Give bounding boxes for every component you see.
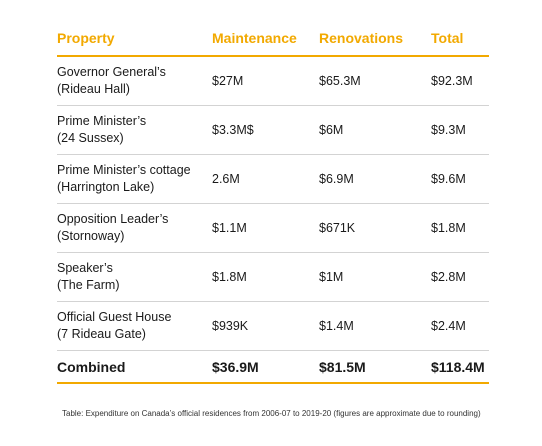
property-cell: Speaker’s (The Farm) [57, 252, 212, 302]
property-residence: (Rideau Hall) [57, 82, 130, 96]
header-maintenance: Maintenance [212, 30, 319, 57]
property-cell: Prime Minister’s cottage (Harrington Lak… [57, 154, 212, 204]
expenditure-table: Property Maintenance Renovations Total G… [57, 30, 489, 384]
combined-total: $118.4M [431, 350, 489, 384]
property-residence: (Harrington Lake) [57, 180, 155, 194]
property-cell: Prime Minister’s (24 Sussex) [57, 105, 212, 155]
renovations-cell: $1.4M [319, 301, 431, 351]
property-residence: (Stornoway) [57, 229, 125, 243]
combined-maintenance: $36.9M [212, 350, 319, 384]
header-renovations: Renovations [319, 30, 431, 57]
table-row: Prime Minister’s (24 Sussex) $3.3M$ $6M … [57, 105, 489, 155]
property-residence: (7 Rideau Gate) [57, 327, 146, 341]
table-header-row: Property Maintenance Renovations Total [57, 30, 489, 57]
property-name: Speaker’s [57, 261, 113, 275]
maintenance-cell: $1.1M [212, 203, 319, 253]
property-cell: Governor General’s (Rideau Hall) [57, 56, 212, 106]
combined-row: Combined $36.9M $81.5M $118.4M [57, 350, 489, 384]
header-total: Total [431, 30, 489, 57]
table-row: Speaker’s (The Farm) $1.8M $1M $2.8M [57, 252, 489, 302]
maintenance-cell: $1.8M [212, 252, 319, 302]
renovations-cell: $6.9M [319, 154, 431, 204]
property-name: Official Guest House [57, 310, 172, 324]
renovations-cell: $671K [319, 203, 431, 253]
property-name: Prime Minister’s cottage [57, 163, 191, 177]
total-cell: $92.3M [431, 56, 489, 106]
table-row: Governor General’s (Rideau Hall) $27M $6… [57, 56, 489, 106]
renovations-cell: $65.3M [319, 56, 431, 106]
property-residence: (24 Sussex) [57, 131, 124, 145]
property-name: Governor General’s [57, 65, 166, 79]
maintenance-cell: 2.6M [212, 154, 319, 204]
header-property: Property [57, 30, 212, 57]
renovations-cell: $6M [319, 105, 431, 155]
maintenance-cell: $27M [212, 56, 319, 106]
table-caption: Table: Expenditure on Canada’s official … [62, 409, 481, 418]
combined-label: Combined [57, 350, 212, 384]
table-row: Prime Minister’s cottage (Harrington Lak… [57, 154, 489, 204]
total-cell: $9.6M [431, 154, 489, 204]
property-name: Opposition Leader’s [57, 212, 169, 226]
renovations-cell: $1M [319, 252, 431, 302]
property-cell: Official Guest House (7 Rideau Gate) [57, 301, 212, 351]
property-cell: Opposition Leader’s (Stornoway) [57, 203, 212, 253]
expenditure-table-container: Property Maintenance Renovations Total G… [57, 30, 489, 384]
total-cell: $2.8M [431, 252, 489, 302]
maintenance-cell: $3.3M$ [212, 105, 319, 155]
property-name: Prime Minister’s [57, 114, 147, 128]
total-cell: $2.4M [431, 301, 489, 351]
total-cell: $1.8M [431, 203, 489, 253]
property-residence: (The Farm) [57, 278, 120, 292]
combined-renovations: $81.5M [319, 350, 431, 384]
total-cell: $9.3M [431, 105, 489, 155]
maintenance-cell: $939K [212, 301, 319, 351]
table-row: Official Guest House (7 Rideau Gate) $93… [57, 301, 489, 351]
table-row: Opposition Leader’s (Stornoway) $1.1M $6… [57, 203, 489, 253]
